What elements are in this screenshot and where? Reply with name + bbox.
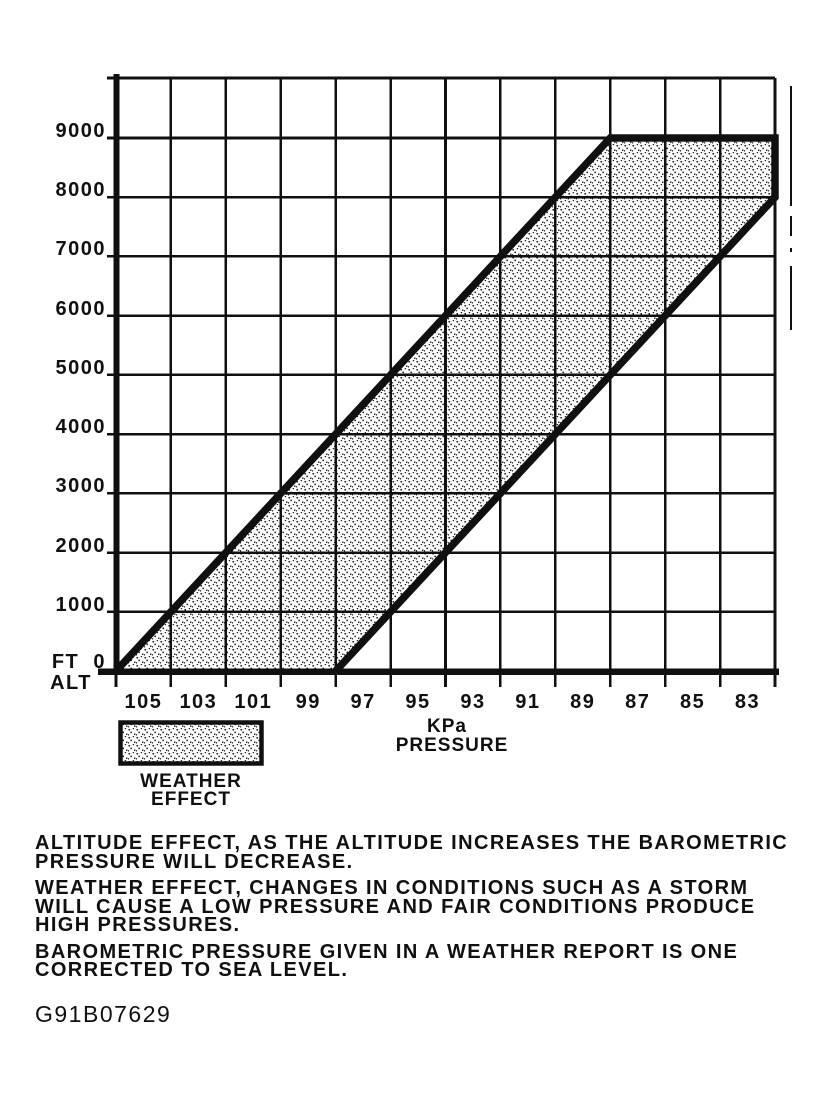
x-tick-label: 83: [734, 691, 761, 713]
x-tick-label: 105: [124, 691, 163, 713]
legend-label-line2: EFFECT: [151, 789, 231, 810]
y-tick-label: 7000: [55, 238, 106, 261]
y-tick-label: 8000: [55, 179, 106, 202]
x-tick-label: 97: [350, 691, 376, 713]
x-tick-label: 93: [460, 691, 486, 713]
y-tick-label: 6000: [55, 297, 106, 320]
figure-id: G91B07629: [35, 1001, 172, 1027]
y-axis-title: ALT: [50, 672, 92, 694]
y-tick-label: 5000: [55, 356, 106, 379]
y-tick-label: 9000: [55, 120, 106, 142]
note-weather-effect-line3: HIGH PRESSURES.: [35, 914, 241, 936]
x-tick-label: 101: [234, 691, 273, 713]
x-tick-label: 85: [680, 691, 706, 713]
y-tick-label: 1000: [55, 593, 106, 616]
y-axis-zero-label: FT 0: [51, 651, 106, 673]
x-tick-label: 91: [515, 691, 541, 713]
note-barometric-line1: BAROMETRIC PRESSURE GIVEN IN A WEATHER R…: [35, 941, 739, 963]
note-barometric-line2: CORRECTED TO SEA LEVEL.: [35, 959, 349, 981]
note-weather-effect-line2: WILL CAUSE A LOW PRESSURE AND FAIR CONDI…: [35, 896, 756, 918]
y-tick-label: 3000: [55, 475, 106, 498]
x-tick-label: 87: [625, 691, 651, 713]
legend-swatch-box: [118, 720, 264, 766]
x-tick-label: 95: [405, 691, 431, 713]
note-weather-effect-line1: WEATHER EFFECT, CHANGES IN CONDITIONS SU…: [35, 877, 749, 899]
y-tick-label: 2000: [55, 534, 106, 557]
x-tick-label: 89: [570, 691, 596, 713]
x-tick-label: 103: [179, 691, 218, 713]
x-axis-title: PRESSURE: [395, 735, 509, 756]
band-outline: [113, 134, 779, 674]
legend-label-line1: WEATHER: [140, 771, 242, 792]
axes: [98, 74, 779, 687]
note-altitude-effect-line2: PRESSURE WILL DECREASE.: [35, 851, 354, 873]
x-axis-unit-label: KPa: [427, 716, 467, 737]
note-altitude-effect-line1: ALTITUDE EFFECT, AS THE ALTITUDE INCREAS…: [35, 832, 789, 854]
x-tick-label: 99: [295, 691, 321, 713]
y-tick-label: 4000: [55, 416, 106, 439]
